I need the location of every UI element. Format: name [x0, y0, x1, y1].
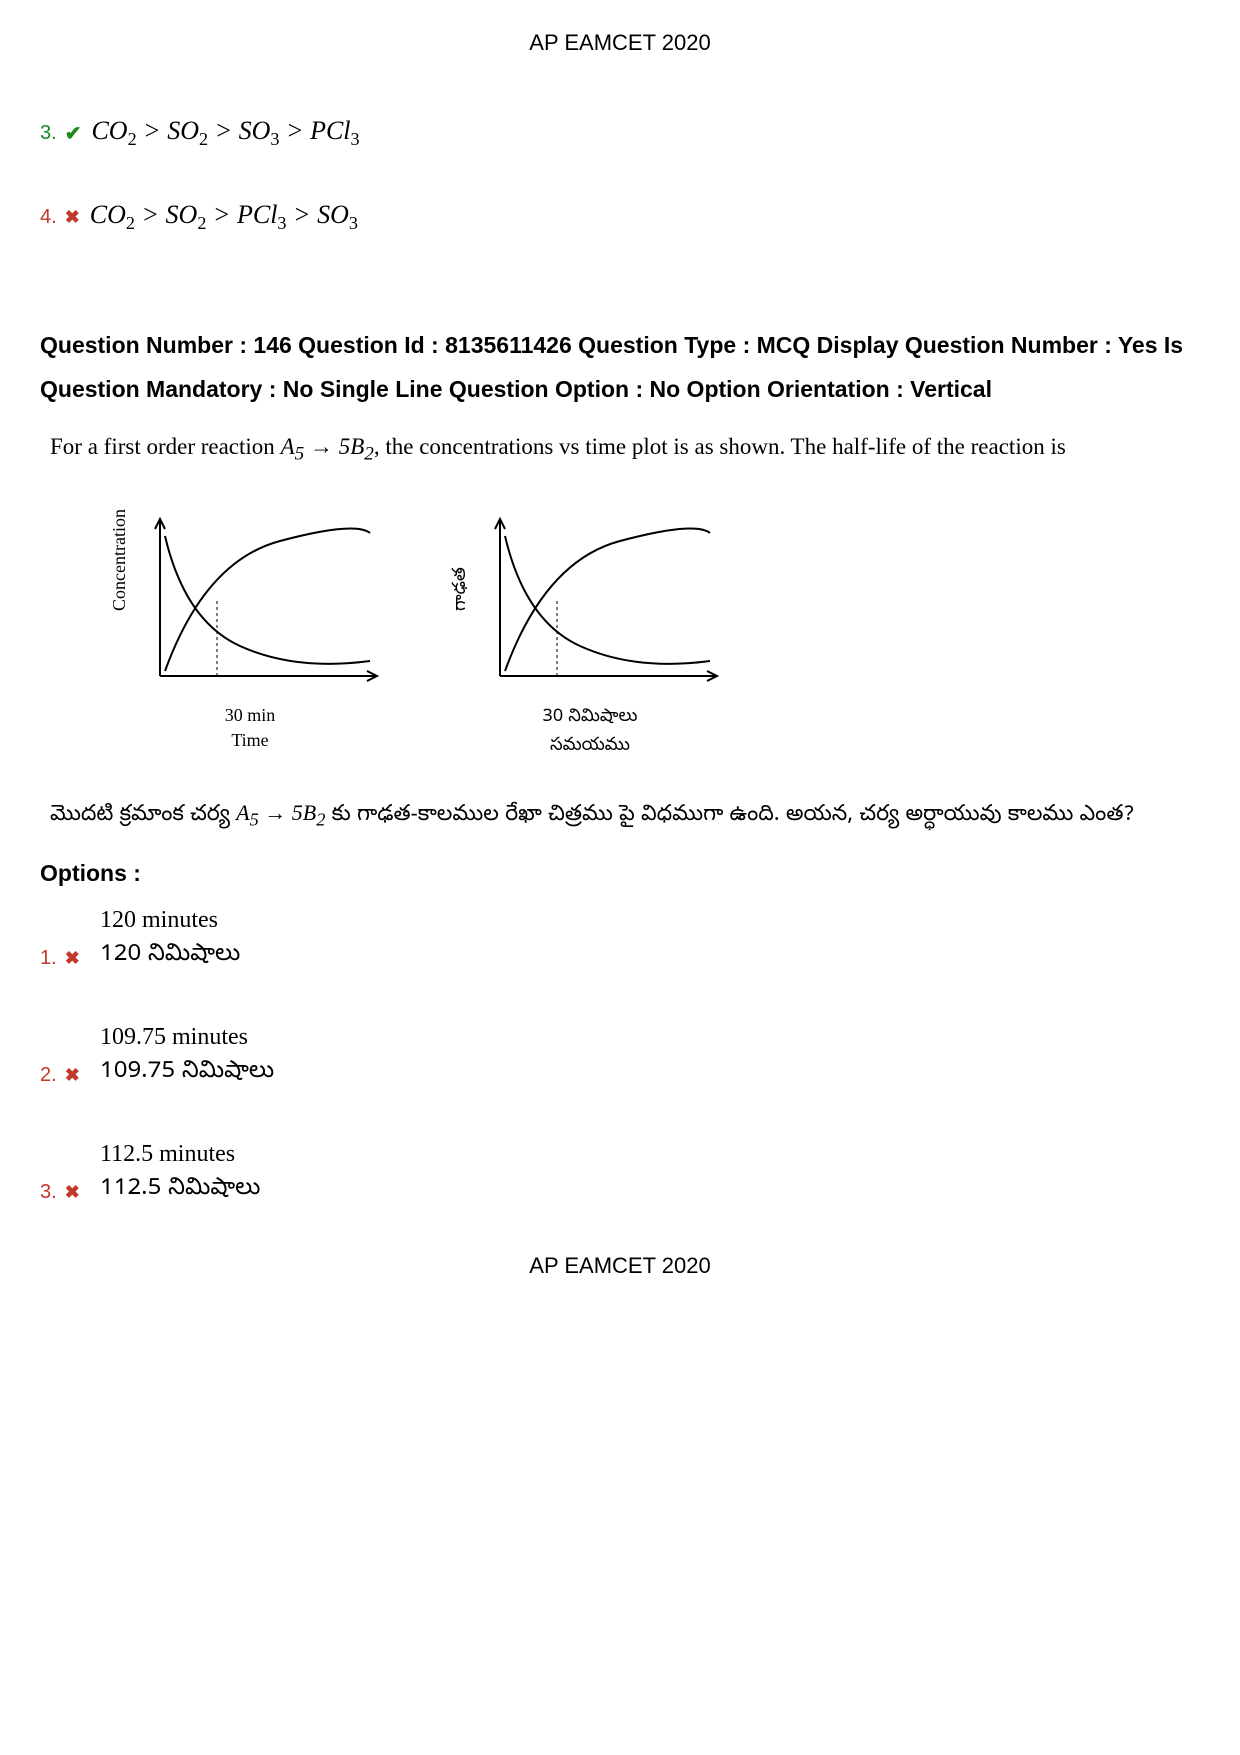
q-te-suffix: కు గాఢత-కాలముల రేఖా చిత్రము పై విధముగా ఉ…: [332, 801, 1134, 831]
option-number: 4.: [40, 206, 57, 229]
option-3: 112.5 minutes 112.5 నిమిషాలు 3. ✖: [40, 1136, 1200, 1208]
option-marker: 2. ✖: [40, 1064, 90, 1087]
option-number: 3.: [40, 1181, 57, 1204]
option-te: 112.5 నిమిషాలు: [100, 1172, 1200, 1208]
chart-telugu: గాఢత 30 నిమిషాలు సమయము: [450, 501, 730, 759]
option-2: 109.75 minutes 109.75 నిమిషాలు 2. ✖: [40, 1019, 1200, 1091]
cross-icon: ✖: [65, 1065, 80, 1086]
cross-icon: ✖: [65, 1182, 80, 1203]
formula-text: CO2 > SO2 > PCl3 > SO3: [90, 200, 358, 234]
option-te: 120 నిమిషాలు: [100, 938, 1200, 974]
option-number: 1.: [40, 947, 57, 970]
option-number: 3.: [40, 122, 57, 145]
formula-text: CO2 > SO2 > SO3 > PCl3: [91, 116, 359, 150]
option-en: 109.75 minutes: [100, 1019, 1200, 1055]
page-container: AP EAMCET 2020 3. ✔ CO2 > SO2 > SO3 > PC…: [0, 0, 1240, 1299]
option-marker: 1. ✖: [40, 947, 90, 970]
cross-icon: ✖: [65, 948, 80, 969]
prev-option-3: 3. ✔ CO2 > SO2 > SO3 > PCl3: [40, 116, 1200, 150]
chart-svg-te: గాఢత: [450, 501, 730, 701]
option-marker: 3. ✖: [40, 1181, 90, 1204]
xlabel-te-line2: సమయము: [550, 734, 630, 759]
question-text-telugu: మొదటి క్రమాంక చర్య A5 → 5B2 కు గాఢత-కాలమ…: [40, 789, 1200, 840]
q-en-formula: A5 → 5B2: [281, 434, 374, 459]
chart-svg-en: Concentration: [110, 501, 390, 701]
q-te-formula: A5 → 5B2: [236, 800, 325, 825]
ylabel-te: గాఢత: [450, 567, 474, 611]
xlabel-te-line1: 30 నిమిషాలు: [543, 705, 638, 730]
chart-english: Concentration 30 min Time: [110, 501, 390, 759]
options-heading: Options :: [40, 860, 1200, 887]
prev-option-4: 4. ✖ CO2 > SO2 > PCl3 > SO3: [40, 200, 1200, 234]
page-header: AP EAMCET 2020: [40, 30, 1200, 56]
option-1: 120 minutes 120 నిమిషాలు 1. ✖: [40, 902, 1200, 974]
q-en-suffix: , the concentrations vs time plot is as …: [374, 434, 1066, 459]
xlabel-en-line1: 30 min: [225, 705, 276, 726]
option-te: 109.75 నిమిషాలు: [100, 1055, 1200, 1091]
q-te-prefix: మొదటి క్రమాంక చర్య: [50, 801, 236, 831]
option-number: 2.: [40, 1064, 57, 1087]
page-footer: AP EAMCET 2020: [40, 1253, 1200, 1279]
question-metadata: Question Number : 146 Question Id : 8135…: [40, 324, 1200, 411]
xlabel-en-line2: Time: [231, 730, 268, 751]
charts-row: Concentration 30 min Time గాఢత: [40, 501, 1200, 759]
option-en: 120 minutes: [100, 902, 1200, 938]
q-en-prefix: For a first order reaction: [50, 434, 281, 459]
ylabel-en: Concentration: [110, 509, 129, 611]
question-text-english: For a first order reaction A5 → 5B2, the…: [40, 427, 1200, 471]
cross-icon: ✖: [65, 207, 80, 228]
check-icon: ✔: [65, 121, 82, 146]
option-en: 112.5 minutes: [100, 1136, 1200, 1172]
